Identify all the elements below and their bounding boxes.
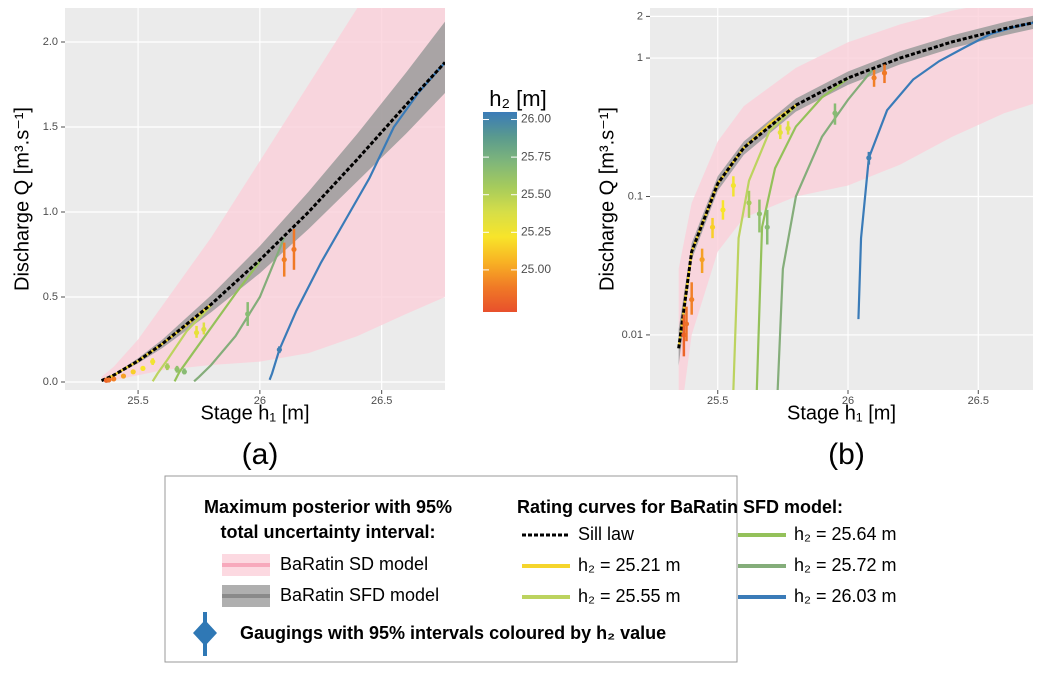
- colorbar-tick-label: 25.25: [521, 224, 551, 238]
- legend-diamond: [193, 620, 217, 646]
- rating-curve: [677, 21, 1033, 349]
- x-tick-label: 26: [842, 395, 854, 407]
- x-axis-title: Stage h₁ [m]: [787, 402, 896, 424]
- x-tick-label: 26.5: [371, 395, 392, 407]
- plot-layer: [100, 8, 445, 383]
- gauging-point: [699, 257, 705, 263]
- legend-label: BaRatin SFD model: [280, 585, 439, 605]
- plot-layer: [677, 8, 1033, 390]
- gauging-point: [106, 377, 112, 383]
- legend-band-title: total uncertainty interval:: [220, 522, 435, 542]
- colorbar-tick-label: 25.00: [521, 262, 551, 276]
- x-tick-label: 26.5: [968, 395, 989, 407]
- rating-curve: [173, 260, 261, 382]
- gauging-point: [193, 330, 200, 336]
- legend-label: h₂ = 25.72 m: [794, 555, 897, 575]
- gauging-point: [130, 369, 136, 375]
- y-tick-label: 1.0: [43, 206, 58, 218]
- gauging-point: [730, 182, 736, 189]
- legend-label: h₂ = 26.03 m: [794, 586, 897, 606]
- gauging-point: [201, 326, 207, 332]
- y-axis-title: Discharge Q [m³.s⁻¹]: [596, 107, 618, 291]
- gauging-point: [881, 70, 888, 76]
- gauging-point: [683, 321, 690, 327]
- gauging-point: [785, 125, 791, 132]
- legend-label: Sill law: [578, 524, 635, 544]
- gauging-point: [111, 376, 117, 382]
- gauging-point: [245, 311, 251, 317]
- gauging-point: [764, 224, 770, 230]
- gauging-point: [164, 364, 170, 370]
- gauging-point: [756, 211, 763, 217]
- rating-curve: [755, 77, 849, 390]
- y-tick-label: 1: [637, 52, 643, 64]
- gauging-point: [689, 296, 695, 303]
- rating-curve: [732, 105, 797, 390]
- rating-curve: [100, 61, 445, 383]
- rating-curve: [776, 67, 875, 390]
- legend-curve-title: Rating curves for BaRatin SFD model:: [517, 497, 843, 517]
- gauging-point: [832, 110, 838, 116]
- uncertainty-band: [101, 8, 445, 382]
- colorbar-tick-label: 25.50: [521, 187, 551, 201]
- legend-label: h₂ = 25.21 m: [578, 555, 681, 575]
- gauging-point: [281, 257, 287, 263]
- x-tick-label: 25.5: [707, 395, 728, 407]
- rating-curve: [268, 61, 445, 381]
- gauging-point: [140, 365, 146, 372]
- gauging-point: [709, 224, 716, 230]
- y-axis-title: Discharge Q [m³.s⁻¹]: [11, 107, 33, 291]
- gauging-point: [174, 366, 180, 372]
- legend-band-title: Maximum posterior with 95%: [204, 497, 452, 517]
- rating-curve: [151, 304, 212, 382]
- gauging-point: [120, 373, 127, 379]
- uncertainty-band: [678, 8, 1033, 390]
- gauging-point: [720, 207, 726, 213]
- gauging-point: [150, 359, 156, 365]
- y-tick-label: 1.5: [43, 121, 58, 133]
- gauging-point: [866, 155, 872, 161]
- gauging-point: [276, 347, 282, 353]
- y-tick-label: 2: [637, 10, 643, 22]
- panel-label: (b): [828, 438, 865, 471]
- gauging-point: [181, 369, 187, 375]
- y-tick-label: 2.0: [43, 36, 58, 48]
- y-tick-label: 0.5: [43, 291, 58, 303]
- colorbar: [483, 112, 517, 312]
- legend-label: h₂ = 25.55 m: [578, 586, 681, 606]
- rating-curve: [193, 237, 286, 383]
- gauging-point: [777, 129, 783, 136]
- gauging-point: [871, 75, 877, 81]
- colorbar-tick-label: 26.00: [521, 112, 551, 126]
- y-tick-label: 0.0: [43, 376, 58, 388]
- y-tick-label: 0.01: [622, 329, 643, 341]
- x-axis-title: Stage h₁ [m]: [200, 402, 309, 424]
- panel-label: (a): [242, 438, 279, 471]
- colorbar-tick-label: 25.75: [521, 149, 551, 163]
- gauging-point: [291, 246, 297, 253]
- legend-gauging-label: Gaugings with 95% intervals coloured by …: [240, 623, 666, 643]
- y-tick-label: 0.1: [628, 190, 643, 202]
- colorbar-title: h₂ [m]: [489, 86, 546, 111]
- legend-label: h₂ = 25.64 m: [794, 524, 897, 544]
- x-tick-label: 25.5: [127, 395, 148, 407]
- gauging-point: [681, 332, 687, 338]
- gauging-point: [746, 200, 752, 206]
- x-tick-label: 26: [254, 395, 266, 407]
- legend-label: BaRatin SD model: [280, 554, 428, 574]
